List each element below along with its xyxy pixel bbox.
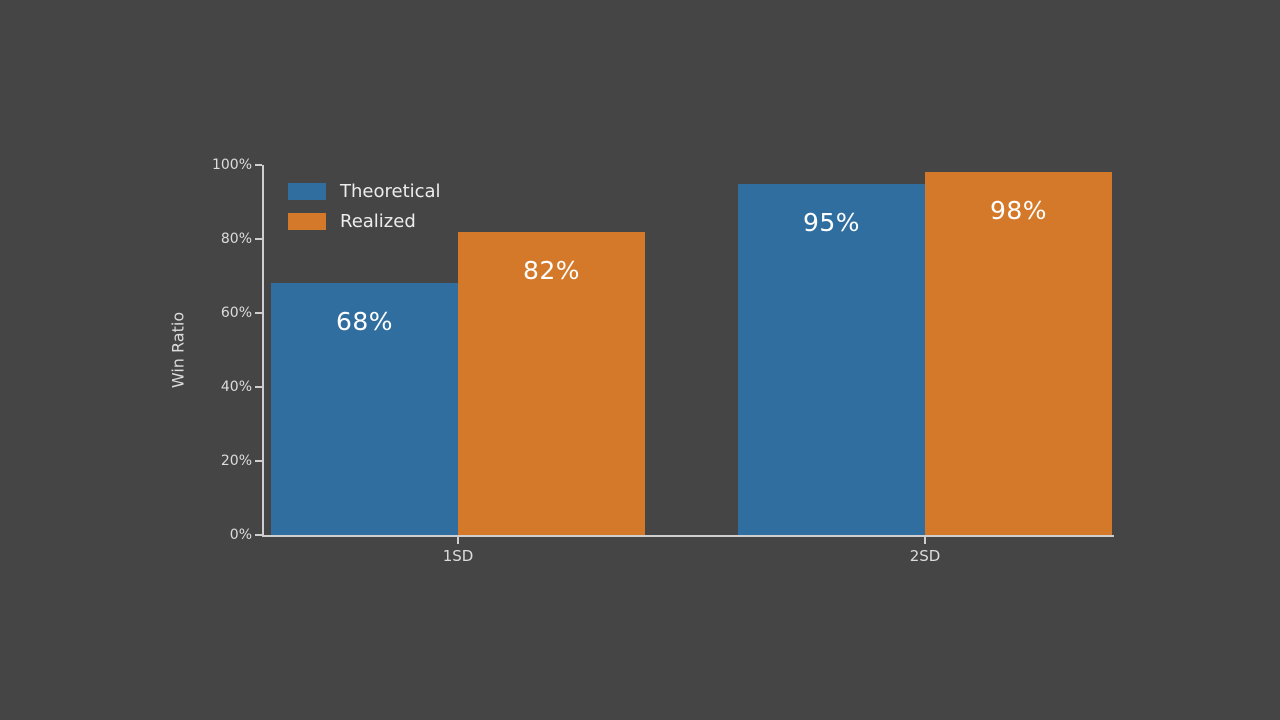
legend-label: Realized xyxy=(340,211,416,232)
y-tick-mark xyxy=(255,312,262,314)
bar-realized-1sd: 82% xyxy=(458,231,645,535)
legend-item-theoretical: Theoretical xyxy=(288,181,441,202)
y-axis-title: Win Ratio xyxy=(168,311,188,389)
y-tick-label: 20% xyxy=(220,453,252,469)
bar-theoretical-1sd: 68% xyxy=(271,283,458,535)
y-tick-mark xyxy=(255,534,262,536)
bar-value-label: 68% xyxy=(335,307,394,337)
plot-area: Theoretical Realized 0% 20% 40% 60% 80% 100% 1S… xyxy=(212,157,1114,565)
x-tick-mark xyxy=(924,537,926,544)
bar-realized-2sd: 98% xyxy=(925,172,1112,535)
y-tick-label: 60% xyxy=(220,305,252,321)
x-tick-label: 1SD xyxy=(442,547,474,565)
bar-theoretical-2sd: 95% xyxy=(738,183,925,535)
bar-value-label: 95% xyxy=(802,207,861,237)
y-tick-mark xyxy=(255,460,262,462)
y-tick-label: 0% xyxy=(229,527,252,543)
bar-value-label: 82% xyxy=(522,255,581,285)
y-tick-mark xyxy=(255,238,262,240)
y-tick-label: 40% xyxy=(220,379,252,395)
legend-swatch-realized xyxy=(288,213,326,230)
y-tick-label: 100% xyxy=(211,157,252,173)
x-tick-mark xyxy=(457,537,459,544)
x-tick-label: 2SD xyxy=(909,547,941,565)
legend-swatch-theoretical xyxy=(288,183,326,200)
legend: Theoretical Realized xyxy=(288,181,441,241)
legend-label: Theoretical xyxy=(340,181,441,202)
bar-value-label: 98% xyxy=(989,196,1048,226)
legend-item-realized: Realized xyxy=(288,211,441,232)
y-tick-label: 80% xyxy=(220,231,252,247)
y-tick-mark xyxy=(255,164,262,166)
y-tick-mark xyxy=(255,386,262,388)
